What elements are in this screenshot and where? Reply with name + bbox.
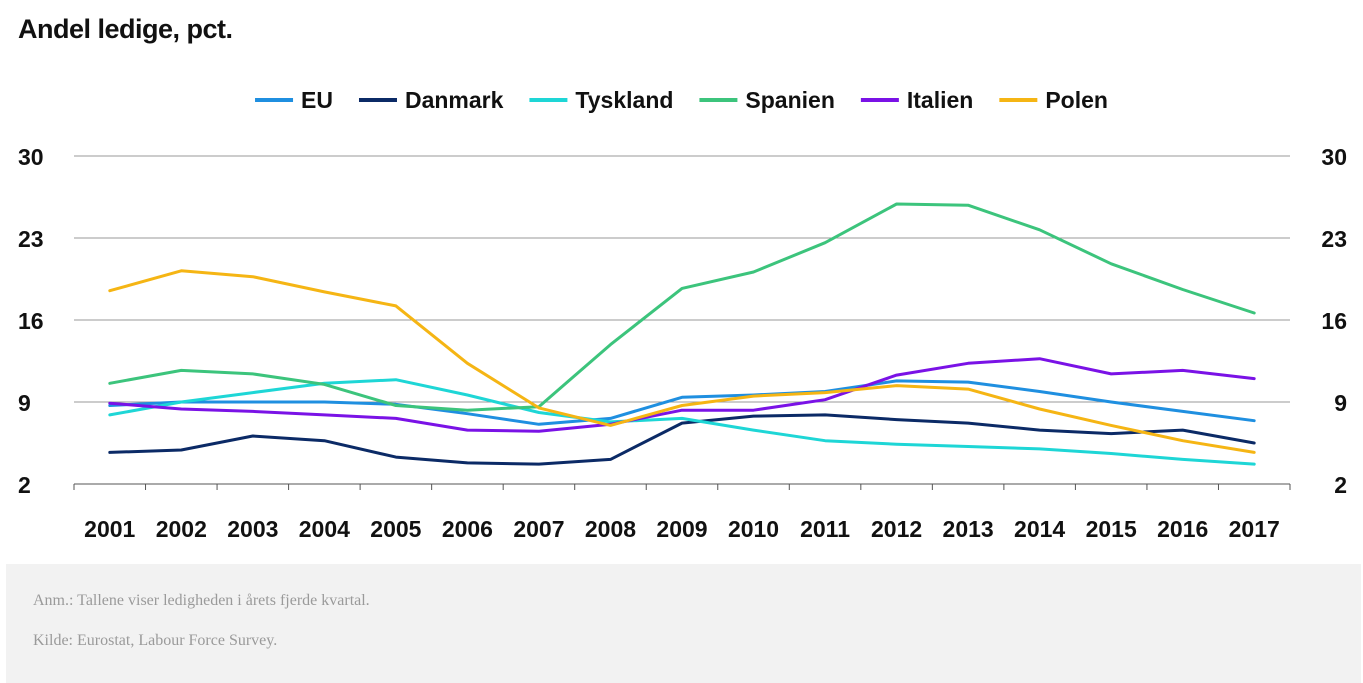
source-note: Kilde: Eurostat, Labour Force Survey. <box>33 632 278 649</box>
series-line-spanien <box>108 202 1256 412</box>
x-tick-2003: 2003 <box>227 516 278 542</box>
y-tick-right-30: 30 <box>1321 144 1347 170</box>
y-tick-left-9: 9 <box>18 390 31 416</box>
y-tick-left-16: 16 <box>18 308 44 334</box>
line-chart: EU Danmark Tyskland Spanien Italien Polen 2 9 1… <box>18 87 1347 542</box>
y-tick-right-23: 23 <box>1321 226 1347 252</box>
y-tick-left-23: 23 <box>18 226 44 252</box>
footnote: Anm.: Tallene viser ledigheden i årets f… <box>33 592 370 609</box>
chart-footer: Anm.: Tallene viser ledigheden i årets f… <box>6 564 1361 683</box>
y-tick-right-9: 9 <box>1334 390 1347 416</box>
y-axis-left: 2 9 16 23 30 <box>18 144 44 498</box>
legend-label-italien: Italien <box>907 87 973 113</box>
y-tick-left-30: 30 <box>18 144 44 170</box>
x-tick-2009: 2009 <box>656 516 707 542</box>
x-tick-2015: 2015 <box>1086 516 1137 542</box>
x-tick-2010: 2010 <box>728 516 779 542</box>
y-tick-left-2: 2 <box>18 472 31 498</box>
x-tick-2005: 2005 <box>370 516 421 542</box>
x-tick-2006: 2006 <box>442 516 493 542</box>
legend-label-eu: EU <box>301 87 333 113</box>
x-tick-2014: 2014 <box>1014 516 1065 542</box>
x-tick-2012: 2012 <box>871 516 922 542</box>
legend-label-tyskland: Tyskland <box>575 87 673 113</box>
y-tick-right-2: 2 <box>1334 472 1347 498</box>
legend-label-polen: Polen <box>1045 87 1108 113</box>
series-line-eu <box>108 379 1256 426</box>
legend: EU Danmark Tyskland Spanien Italien Polen <box>255 87 1108 113</box>
series-line-danmark <box>108 413 1256 466</box>
x-tick-2011: 2011 <box>800 516 850 542</box>
x-tick-2002: 2002 <box>156 516 207 542</box>
series-lines <box>108 202 1256 466</box>
x-tick-2001: 2001 <box>84 516 135 542</box>
y-tick-right-16: 16 <box>1321 308 1347 334</box>
x-tick-2007: 2007 <box>513 516 564 542</box>
y-axis-right: 2 9 16 23 30 <box>1321 144 1347 498</box>
x-tick-2016: 2016 <box>1157 516 1208 542</box>
legend-label-spanien: Spanien <box>745 87 834 113</box>
x-tick-2008: 2008 <box>585 516 636 542</box>
x-axis: 2001 2002 2003 2004 2005 2006 2007 2008 2009 2010… <box>73 484 1291 542</box>
series-line-polen <box>108 269 1256 454</box>
series-line-italien <box>108 357 1256 433</box>
x-tick-2017: 2017 <box>1229 516 1280 542</box>
series-line-tyskland <box>108 378 1256 466</box>
chart-title: Andel ledige, pct. <box>18 14 233 44</box>
legend-label-danmark: Danmark <box>405 87 504 113</box>
x-tick-2013: 2013 <box>943 516 994 542</box>
x-tick-2004: 2004 <box>299 516 350 542</box>
